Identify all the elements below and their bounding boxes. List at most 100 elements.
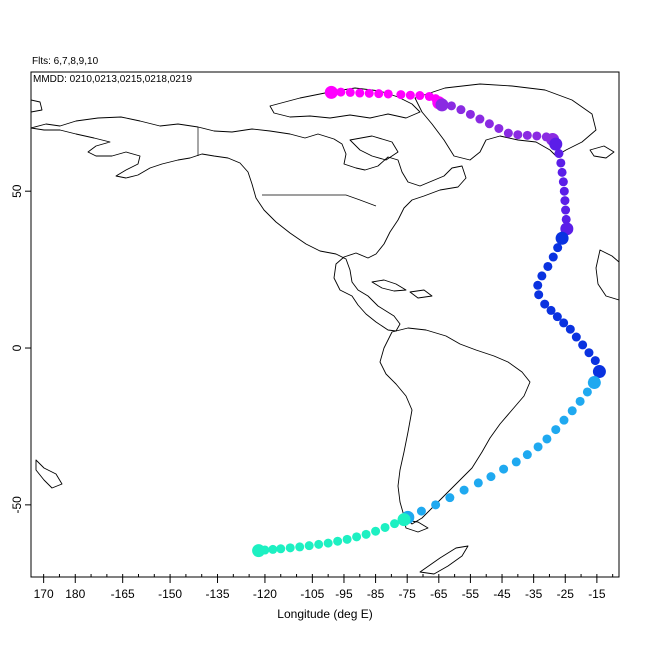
- track-point: [565, 324, 575, 334]
- y-tick-label: -50: [10, 496, 24, 514]
- track-point: [553, 243, 563, 253]
- track-point: [475, 114, 485, 124]
- track-point: [459, 485, 469, 495]
- track-point: [494, 123, 504, 133]
- track-point: [397, 513, 411, 527]
- track-point: [345, 87, 355, 97]
- north-america-coastline: [31, 116, 467, 332]
- antarctic-peninsula-coastline: [419, 545, 469, 575]
- track-point: [557, 167, 567, 177]
- track-point: [587, 376, 601, 390]
- y-axis: 50 0 -50: [10, 184, 31, 514]
- track-point: [383, 89, 393, 99]
- track-point: [551, 425, 561, 435]
- track-point: [380, 522, 390, 532]
- track-point: [445, 493, 455, 503]
- x-tick-label: -150: [158, 587, 182, 601]
- track-point: [285, 543, 295, 553]
- track-point: [552, 312, 562, 322]
- track-point: [560, 196, 570, 206]
- south-america-coastline: [379, 327, 531, 525]
- track-point: [371, 526, 381, 536]
- track-point: [559, 186, 569, 196]
- cuba-coastline: [371, 279, 407, 292]
- x-tick-label: -165: [111, 587, 135, 601]
- track-point: [323, 538, 333, 548]
- x-tick-label: 170: [34, 587, 54, 601]
- y-tick-label: 0: [10, 344, 24, 351]
- x-tick-label: -65: [430, 587, 448, 601]
- africa-coastline: [595, 249, 619, 301]
- track-point: [361, 529, 371, 539]
- track-point: [333, 536, 343, 546]
- track-point: [435, 98, 449, 112]
- track-point: [396, 90, 406, 100]
- hispaniola-coastline: [409, 289, 433, 299]
- x-tick-label: -15: [588, 587, 606, 601]
- track-point: [582, 387, 592, 397]
- flights-label: Flts: 6,7,8,9,10: [32, 56, 99, 67]
- track-point: [584, 348, 594, 358]
- track-point: [456, 105, 466, 115]
- flight-track: [252, 85, 606, 558]
- track-point: [559, 415, 569, 425]
- x-tick-label: -95: [335, 587, 353, 601]
- track-point: [324, 85, 338, 99]
- track-point: [511, 457, 521, 467]
- track-point: [540, 299, 550, 309]
- x-tick-label: 180: [65, 587, 85, 601]
- x-tick-label: -45: [493, 587, 511, 601]
- siberia-coastline: [31, 99, 43, 113]
- us-canada-border: [262, 194, 377, 207]
- x-tick-label: -75: [399, 587, 417, 601]
- hudson-bay-coastline: [349, 135, 399, 161]
- track-point: [431, 500, 441, 510]
- track-point: [542, 434, 552, 444]
- tierra-del-fuego-coastline: [403, 519, 429, 533]
- track-point: [276, 544, 286, 554]
- track-point: [533, 280, 543, 290]
- x-tick-label: -85: [367, 587, 385, 601]
- track-point: [295, 542, 305, 552]
- track-point: [534, 290, 544, 300]
- track-point: [314, 539, 324, 549]
- track-point: [446, 101, 456, 111]
- track-point: [304, 541, 314, 551]
- track-point: [533, 442, 543, 452]
- x-tick-label: -55: [462, 587, 480, 601]
- track-point: [499, 464, 509, 474]
- track-point: [592, 365, 606, 379]
- arctic-islands-coastline: [269, 87, 421, 119]
- track-point: [342, 534, 352, 544]
- track-point: [575, 396, 585, 406]
- iceland-coastline: [589, 145, 615, 159]
- x-tick-label: -35: [525, 587, 543, 601]
- map-layer: [31, 83, 619, 575]
- track-point: [465, 109, 475, 119]
- track-point: [486, 472, 496, 482]
- track-point: [558, 177, 568, 187]
- track-point: [503, 128, 513, 138]
- track-point: [352, 532, 362, 542]
- track-point: [522, 130, 532, 140]
- track-point: [561, 214, 571, 224]
- track-point: [559, 318, 569, 328]
- track-point: [513, 130, 523, 140]
- y-tick-label: 50: [10, 184, 24, 198]
- dates-label: MMDD: 0210,0213,0215,0218,0219: [33, 74, 192, 85]
- new-zealand-coastline: [35, 459, 63, 489]
- x-tick-label: -135: [206, 587, 230, 601]
- track-point: [548, 252, 558, 262]
- x-axis-title: Longitude (deg E): [277, 607, 372, 621]
- track-point: [268, 544, 278, 554]
- track-point: [484, 119, 494, 129]
- track-point: [416, 506, 426, 516]
- track-point: [561, 205, 571, 215]
- track-point: [537, 271, 547, 281]
- track-point: [522, 450, 532, 460]
- track-point: [374, 89, 384, 99]
- track-point: [405, 90, 415, 100]
- x-axis: 170 180 -165 -150 -135 -120 -105 -95 -85 -75 -65 -5…: [34, 574, 614, 601]
- track-point: [578, 340, 588, 350]
